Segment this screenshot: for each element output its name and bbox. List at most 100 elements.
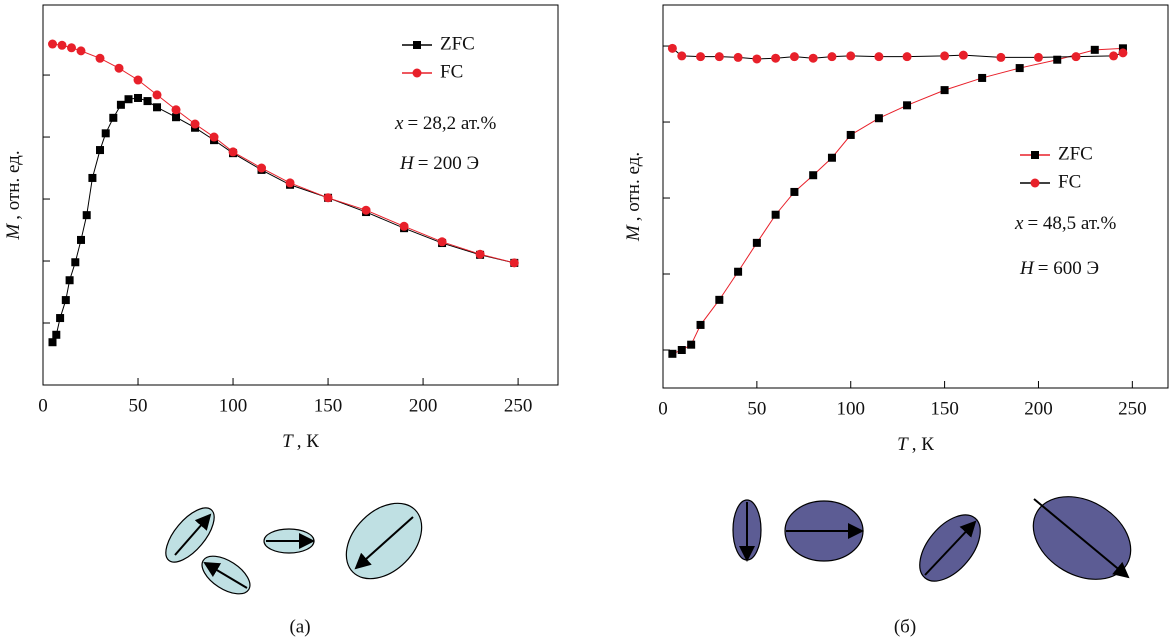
x-tick-label: 250	[504, 395, 533, 416]
series-line	[52, 97, 515, 343]
data-point	[65, 276, 74, 285]
chart: 0 50 100 150 200 250 T, К M , отн. ед. ZFC FC x = 28…	[3, 4, 559, 637]
data-point	[714, 52, 724, 62]
data-point	[903, 101, 912, 110]
domain-diagram-left	[165, 502, 423, 595]
x-axis-label-text: , К	[297, 431, 320, 452]
data-point	[1053, 55, 1062, 64]
y-axis-label-text: , отн. ед.	[3, 150, 24, 219]
chart: 0 50 100 150 200 250 T, К M , отн. ед. ZFC FC x = 48…	[623, 4, 1169, 637]
data-point	[874, 114, 883, 123]
annotation-text: = 28,2 ат.%	[407, 113, 496, 134]
data-point	[48, 39, 58, 49]
data-point	[171, 105, 181, 115]
data-point	[696, 52, 706, 62]
data-point	[1118, 48, 1128, 58]
legend-label: FC	[440, 61, 463, 82]
data-point	[116, 100, 125, 109]
data-point	[1090, 45, 1099, 54]
annotation-text: = 600 Э	[1038, 258, 1099, 279]
annotation: x = 28,2 ат.%	[394, 113, 496, 134]
data-point	[771, 210, 780, 219]
panel-label: (б)	[894, 616, 916, 637]
data-point	[940, 86, 949, 95]
data-point	[88, 173, 97, 182]
data-point	[733, 52, 743, 62]
data-point	[285, 178, 295, 188]
data-point	[667, 43, 677, 53]
y-axis-label: M , отн. ед.	[3, 150, 24, 240]
data-point	[809, 171, 818, 180]
plot-frame	[662, 4, 1169, 389]
data-point	[209, 132, 219, 142]
data-point	[996, 52, 1006, 62]
x-tick-label: 250	[1118, 398, 1147, 419]
data-point	[771, 53, 781, 63]
data-point	[257, 163, 267, 173]
y-axis-label-text: , отн. ед.	[623, 152, 644, 221]
x-tick-label: 150	[314, 395, 343, 416]
annotation: H = 200 Э	[399, 153, 479, 174]
data-point	[902, 52, 912, 62]
data-point	[668, 349, 677, 358]
data-point	[846, 130, 855, 139]
x-tick-label: 100	[836, 398, 865, 419]
panel-label: (а)	[289, 616, 310, 637]
data-point	[134, 93, 143, 102]
data-point	[152, 90, 162, 100]
data-point	[114, 63, 124, 73]
annotation-var: x	[394, 113, 404, 134]
data-point	[71, 258, 80, 267]
annotation-text: = 200 Э	[418, 153, 479, 174]
data-point	[808, 53, 818, 63]
annotation-text: = 48,5 ат.%	[1027, 213, 1116, 234]
data-point	[61, 296, 70, 305]
data-point	[752, 238, 761, 247]
data-point	[958, 50, 968, 60]
data-point	[734, 267, 743, 276]
data-point	[1033, 52, 1043, 62]
y-axis-label-var: M	[623, 224, 644, 242]
data-point	[677, 51, 687, 61]
data-point	[109, 113, 118, 122]
data-point	[696, 320, 705, 329]
data-point	[399, 221, 409, 231]
legend-marker	[412, 68, 422, 78]
data-point	[172, 113, 181, 122]
data-point	[437, 237, 447, 247]
annotation-var: x	[1014, 213, 1024, 234]
x-tick-label: 50	[747, 398, 766, 419]
data-point	[789, 52, 799, 62]
data-point	[77, 235, 86, 244]
annotation-var: H	[1019, 258, 1035, 279]
data-point	[143, 97, 152, 106]
data-point	[846, 51, 856, 61]
data-point	[361, 205, 371, 215]
data-point	[48, 338, 57, 347]
data-point	[133, 75, 143, 85]
annotation: x = 48,5 ат.%	[1014, 213, 1116, 234]
x-tick-label: 0	[38, 395, 48, 416]
data-point	[95, 53, 105, 63]
plot-frame	[42, 4, 559, 386]
data-point	[56, 314, 65, 323]
data-point	[228, 147, 238, 157]
data-point	[82, 211, 91, 220]
domain-diagram-right	[732, 496, 1132, 582]
data-point	[96, 146, 105, 155]
data-point	[752, 54, 762, 64]
data-point	[509, 258, 519, 268]
data-point	[1118, 44, 1127, 53]
x-tick-label: 50	[129, 395, 148, 416]
data-point	[1109, 51, 1119, 61]
data-point	[1015, 64, 1024, 73]
data-point	[874, 52, 884, 62]
legend-label: FC	[1058, 171, 1081, 192]
data-point	[101, 129, 110, 138]
data-point	[687, 340, 696, 349]
data-point	[67, 43, 77, 53]
x-axis-label: T, К	[897, 434, 934, 455]
data-point	[715, 295, 724, 304]
x-axis-label-text: , К	[912, 434, 935, 455]
